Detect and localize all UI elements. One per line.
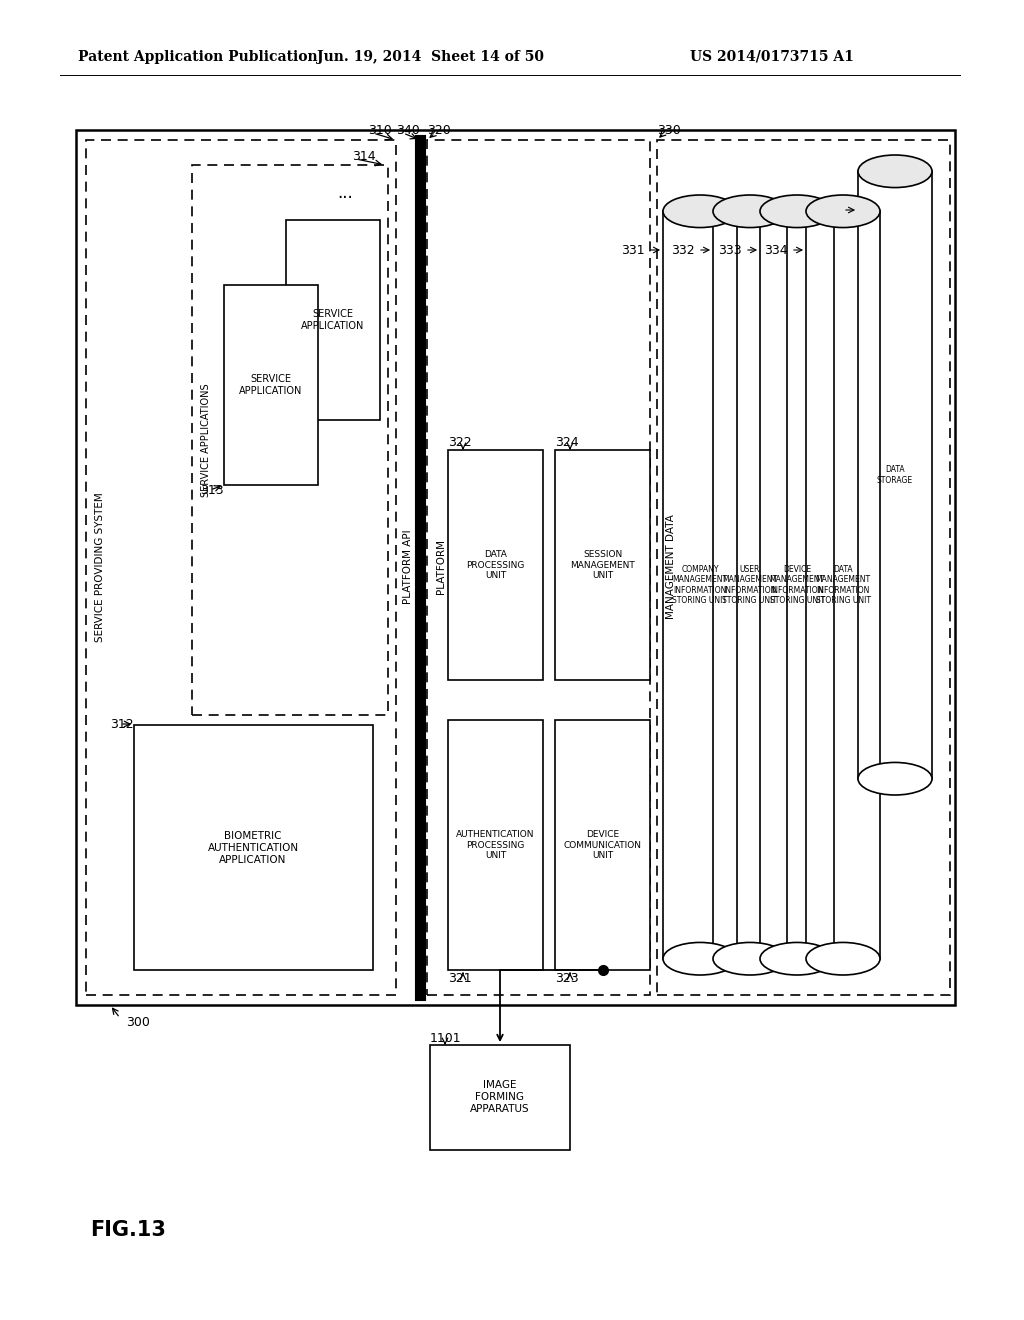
Bar	[657, 140, 950, 995]
Text: MANAGEMENT DATA: MANAGEMENT DATA	[666, 515, 676, 619]
Text: SERVICE
APPLICATION: SERVICE APPLICATION	[301, 309, 365, 331]
Text: Patent Application Publication: Patent Application Publication	[78, 50, 317, 63]
Text: DATA
PROCESSING
UNIT: DATA PROCESSING UNIT	[466, 550, 524, 579]
Bar	[760, 211, 834, 958]
Text: PLATFORM API: PLATFORM API	[403, 529, 413, 605]
Bar	[713, 211, 787, 958]
Text: AUTHENTICATION
PROCESSING
UNIT: AUTHENTICATION PROCESSING UNIT	[457, 830, 535, 859]
Text: PLATFORM: PLATFORM	[436, 540, 446, 594]
Bar	[224, 285, 318, 484]
Bar	[427, 140, 650, 995]
Text: SERVICE APPLICATIONS: SERVICE APPLICATIONS	[201, 383, 211, 496]
Text: ...: ...	[337, 183, 353, 202]
Bar	[449, 719, 543, 970]
Text: US 2014/0173715 A1: US 2014/0173715 A1	[690, 50, 854, 63]
Ellipse shape	[806, 942, 880, 975]
Ellipse shape	[663, 195, 737, 227]
Ellipse shape	[858, 763, 932, 795]
Bar	[449, 450, 543, 680]
Text: IMAGE
FORMING
APPARATUS: IMAGE FORMING APPARATUS	[470, 1080, 529, 1114]
Text: 312: 312	[110, 718, 133, 730]
Text: 300: 300	[126, 1015, 150, 1028]
Text: 320: 320	[427, 124, 451, 136]
Ellipse shape	[713, 195, 787, 227]
Bar	[193, 165, 388, 715]
Text: 334: 334	[764, 243, 788, 256]
Text: SERVICE PROVIDING SYSTEM: SERVICE PROVIDING SYSTEM	[95, 492, 105, 642]
Ellipse shape	[858, 154, 932, 187]
Bar	[86, 140, 396, 995]
Text: 335: 335	[816, 203, 840, 216]
Bar	[555, 450, 650, 680]
Text: 330: 330	[657, 124, 681, 136]
Text: 331: 331	[622, 243, 645, 256]
Bar	[555, 719, 650, 970]
Text: COMPANY
MANAGEMENT
INFORMATION
STORING UNIT: COMPANY MANAGEMENT INFORMATION STORING U…	[673, 565, 728, 605]
Text: BIOMETRIC
AUTHENTICATION
APPLICATION: BIOMETRIC AUTHENTICATION APPLICATION	[208, 832, 299, 865]
Ellipse shape	[806, 195, 880, 227]
Text: Jun. 19, 2014  Sheet 14 of 50: Jun. 19, 2014 Sheet 14 of 50	[316, 50, 544, 63]
Text: 340: 340	[396, 124, 420, 136]
Text: SESSION
MANAGEMENT
UNIT: SESSION MANAGEMENT UNIT	[570, 550, 635, 579]
Bar	[663, 211, 737, 958]
Text: SERVICE
APPLICATION: SERVICE APPLICATION	[240, 374, 303, 396]
Text: 332: 332	[672, 243, 695, 256]
Text: DEVICE
MANAGEMENT
INFORMATION
STORING UNIT: DEVICE MANAGEMENT INFORMATION STORING UN…	[769, 565, 824, 605]
Bar	[286, 220, 380, 420]
Bar	[430, 1045, 570, 1150]
Text: 1101: 1101	[430, 1031, 462, 1044]
Bar	[806, 211, 880, 958]
Text: 333: 333	[719, 243, 742, 256]
Bar	[858, 172, 932, 779]
Bar	[134, 725, 373, 970]
Text: 314: 314	[352, 150, 376, 164]
Text: 310: 310	[368, 124, 392, 136]
Ellipse shape	[663, 942, 737, 975]
Ellipse shape	[760, 195, 834, 227]
Text: DATA
STORAGE: DATA STORAGE	[877, 465, 913, 484]
Text: DEVICE
COMMUNICATION
UNIT: DEVICE COMMUNICATION UNIT	[563, 830, 641, 859]
Text: USER
MANAGEMENT
INFORMATION
STORING UNIT: USER MANAGEMENT INFORMATION STORING UNIT	[723, 565, 777, 605]
Ellipse shape	[713, 942, 787, 975]
Text: FIG.13: FIG.13	[90, 1220, 166, 1239]
Text: 321: 321	[449, 972, 472, 985]
Text: 322: 322	[449, 436, 472, 449]
Text: DATA
MANAGEMENT
INFORMATION
STORING UNIT: DATA MANAGEMENT INFORMATION STORING UNIT	[815, 565, 870, 605]
Text: 313: 313	[200, 483, 223, 496]
Ellipse shape	[760, 942, 834, 975]
Text: 323: 323	[555, 972, 579, 985]
Bar	[76, 129, 955, 1005]
Text: 324: 324	[555, 436, 579, 449]
